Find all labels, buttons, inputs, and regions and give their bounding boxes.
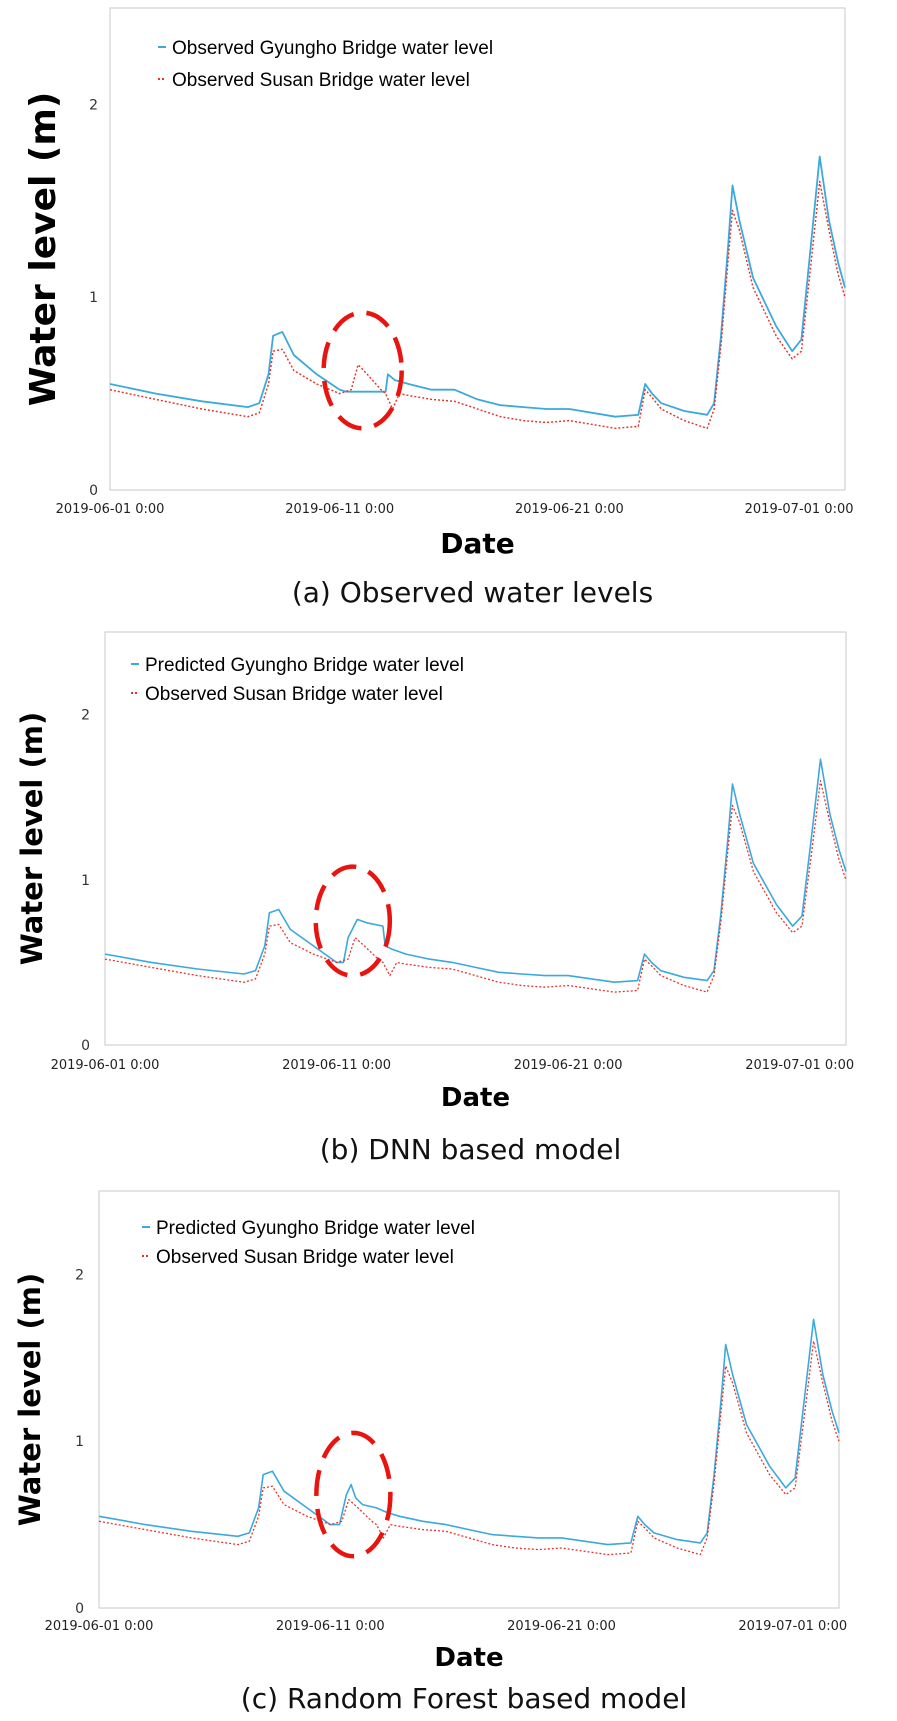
x-tick-label: 2019-06-01 0:00	[45, 1619, 154, 1634]
legend-label: Observed Susan Bridge water level	[172, 70, 470, 91]
chart-panel-1: 0 1 2 2019-06-01 0:00 2019-06-11 0:00 2019-06…	[23, 7, 854, 609]
y-tick-label: 1	[81, 873, 90, 889]
y-tick-label: 2	[81, 708, 90, 724]
x-tick-label: 2019-06-21 0:00	[507, 1619, 616, 1634]
x-axis-title: Date	[440, 527, 515, 560]
series-line-2	[98, 1340, 840, 1556]
panel-caption: (c) Random Forest based model	[241, 1682, 687, 1715]
x-tick-label: 2019-06-21 0:00	[515, 502, 624, 517]
legend-label: Predicted Gyungho Bridge water level	[145, 655, 464, 676]
highlight-ellipse	[321, 310, 404, 431]
y-axis-title: Water level (m)	[23, 92, 64, 407]
y-tick-label: 1	[75, 1434, 84, 1450]
series-line-1	[109, 155, 846, 418]
series-line-1	[104, 758, 847, 983]
x-tick-label: 2019-06-11 0:00	[276, 1619, 385, 1634]
y-axis-title: Water level (m)	[15, 712, 49, 965]
highlight-ellipse	[314, 1430, 393, 1559]
x-tick-label: 2019-06-01 0:00	[51, 1058, 160, 1073]
x-axis-title: Date	[441, 1083, 510, 1113]
y-tick-label: 2	[89, 97, 98, 113]
legend-label: Observed Susan Bridge water level	[156, 1247, 454, 1268]
y-tick-label: 0	[75, 1601, 84, 1617]
x-tick-label: 2019-06-21 0:00	[514, 1058, 623, 1073]
x-tick-label: 2019-06-11 0:00	[282, 1058, 391, 1073]
x-tick-label: 2019-07-01 0:00	[745, 502, 854, 517]
legend-label: Observed Gyungho Bridge water level	[172, 38, 493, 59]
x-tick-label: 2019-07-01 0:00	[738, 1619, 847, 1634]
x-tick-label: 2019-07-01 0:00	[745, 1058, 854, 1073]
x-tick-label: 2019-06-11 0:00	[285, 502, 394, 517]
series-line-1	[98, 1318, 840, 1546]
chart-panel-3: 0 1 2 2019-06-01 0:00 2019-06-11 0:00 2019-06…	[13, 1190, 847, 1715]
plot-frame	[104, 631, 847, 1046]
y-tick-label: 0	[81, 1038, 90, 1054]
legend-label: Predicted Gyungho Bridge water level	[156, 1218, 475, 1239]
x-tick-label: 2019-06-01 0:00	[56, 502, 165, 517]
series-line-2	[109, 180, 846, 430]
y-tick-label: 2	[75, 1267, 84, 1283]
panel-caption: (b) DNN based model	[320, 1133, 621, 1166]
panel-caption: (a) Observed water levels	[292, 576, 653, 609]
highlight-ellipse	[313, 864, 393, 978]
y-tick-label: 0	[89, 483, 98, 499]
series-line-2	[104, 780, 847, 993]
x-axis-title: Date	[434, 1643, 503, 1673]
legend-label: Observed Susan Bridge water level	[145, 684, 443, 705]
y-tick-label: 1	[89, 290, 98, 306]
y-axis-title: Water level (m)	[13, 1273, 47, 1526]
chart-panel-2: 0 1 2 2019-06-01 0:00 2019-06-11 0:00 2019-06…	[15, 631, 854, 1166]
